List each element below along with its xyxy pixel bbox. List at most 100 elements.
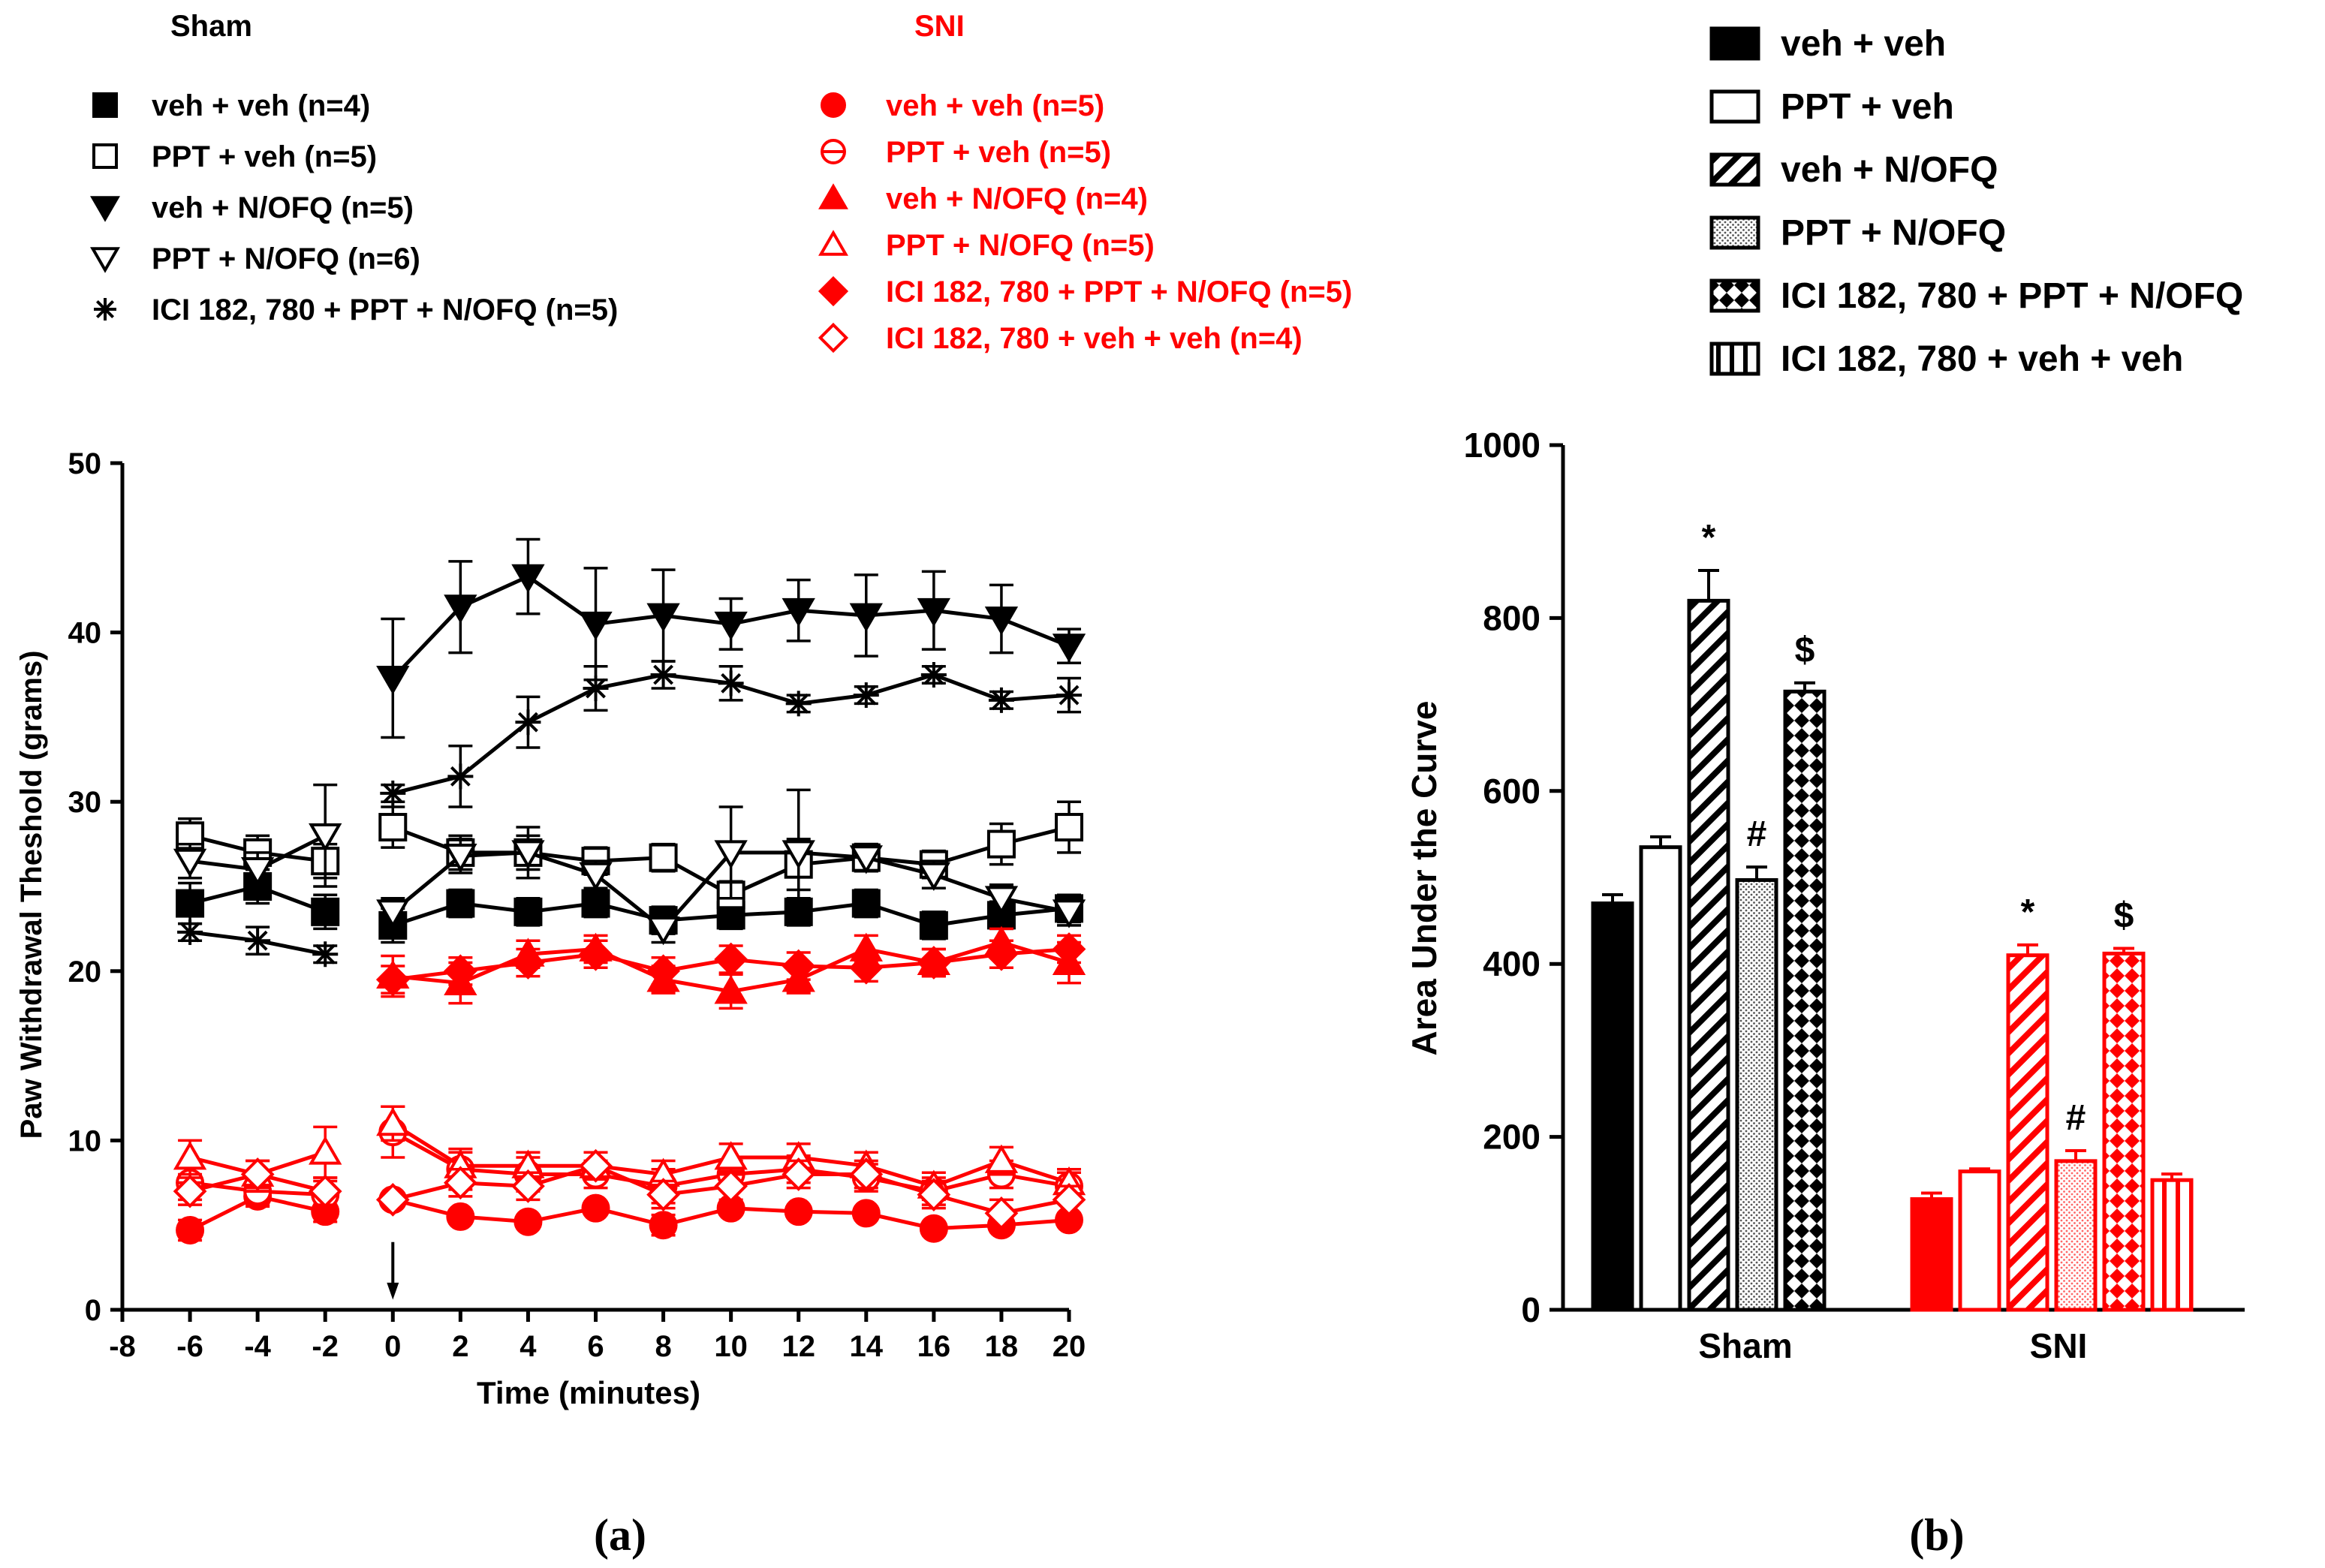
data-point (511, 1169, 545, 1203)
bar-legend-swatch (1709, 342, 1760, 376)
data-point (1052, 1182, 1086, 1217)
line-series (376, 537, 1086, 739)
data-point (173, 848, 207, 878)
data-point (849, 845, 883, 874)
data-point (851, 889, 881, 918)
bar-legend-label: veh + N/OFQ (1781, 150, 1998, 190)
line-series (173, 783, 1086, 946)
line-legend-title-sni: SNI (914, 10, 965, 43)
data-point (446, 889, 475, 918)
bar (2150, 1178, 2194, 1312)
data-point (917, 946, 951, 980)
data-point (515, 709, 541, 736)
data-point (378, 813, 408, 842)
significance-annotation: # (1747, 814, 1767, 854)
data-point (646, 954, 680, 989)
data-point (583, 676, 609, 702)
line-x-tick-label: 2 (452, 1330, 468, 1363)
data-point (312, 941, 339, 968)
data-point (782, 949, 816, 983)
data-point (984, 1196, 1019, 1230)
data-point (1052, 932, 1086, 966)
legend-marker (90, 247, 120, 273)
line-y-tick-label: 20 (68, 956, 102, 989)
legend-marker (818, 322, 849, 354)
significance-annotation: * (2021, 892, 2035, 932)
bar (2102, 951, 2146, 1312)
data-point (782, 840, 815, 869)
panel-label-a: (a) (594, 1510, 646, 1560)
data-point (309, 823, 342, 853)
data-point (375, 1182, 410, 1217)
data-point (1052, 899, 1086, 928)
bar (2006, 953, 2049, 1312)
legend-marker (92, 92, 118, 118)
bar-legend-swatch (1709, 215, 1760, 250)
bar-legend-label: ICI 182, 780 + PPT + N/OFQ (1781, 276, 2243, 316)
data-point (173, 1174, 207, 1208)
data-point (920, 662, 947, 688)
data-point (176, 1215, 205, 1244)
data-point (917, 597, 951, 628)
significance-annotation: # (2066, 1098, 2086, 1138)
legend-label: ICI 182, 780 + veh + veh (n=4) (886, 322, 1303, 355)
data-point (443, 954, 477, 989)
data-point (511, 840, 545, 869)
bar (1958, 1169, 2001, 1312)
legend-marker (821, 139, 846, 164)
data-point (581, 1193, 610, 1223)
data-point (511, 946, 545, 980)
legend-label: veh + veh (n=5) (886, 89, 1104, 122)
bar-y-tick-label: 800 (1483, 598, 1540, 637)
data-point (784, 1197, 813, 1226)
legend-label: PPT + N/OFQ (n=5) (886, 229, 1155, 262)
data-point (714, 840, 748, 869)
bar (1783, 689, 1827, 1312)
data-point (714, 942, 748, 977)
bar-y-tick-label: 400 (1483, 944, 1540, 983)
data-point (240, 1157, 275, 1191)
line-y-tick-label: 50 (68, 447, 102, 480)
data-point (714, 611, 748, 641)
data-point (714, 1141, 748, 1170)
data-point (444, 594, 477, 624)
data-point (984, 886, 1019, 915)
data-point (309, 1136, 342, 1165)
data-point (311, 897, 340, 926)
legend-marker (818, 230, 848, 256)
legend-label: PPT + veh (n=5) (886, 136, 1111, 169)
data-point (380, 780, 406, 806)
significance-annotation: $ (1795, 631, 1815, 670)
data-point (511, 564, 545, 593)
data-point (984, 606, 1019, 636)
line-series (173, 1148, 1086, 1230)
data-point (646, 1178, 680, 1211)
line-x-tick-label: -6 (176, 1330, 203, 1363)
legend-label: veh + N/OFQ (n=4) (886, 182, 1148, 215)
legend-marker (94, 298, 116, 321)
line-x-tick-label: 20 (1053, 1330, 1086, 1363)
bar (1591, 901, 1634, 1312)
bar-y-tick-label: 200 (1483, 1118, 1540, 1157)
bar-legend-swatch (1709, 26, 1760, 61)
injection-arrow-head (387, 1282, 399, 1300)
data-point (1056, 682, 1082, 709)
line-series (176, 800, 1083, 910)
bar-chart: 0 200 400 600 800 1000 Sham SNI * # $ * # $ veh + veh P… (1464, 24, 2245, 1365)
data-point (443, 1166, 477, 1200)
line-y-axis-label: Paw Withdrawal Theshold (grams) (15, 651, 48, 1139)
line-legend-title-sham: Sham (170, 10, 252, 43)
bar-y-tick-label: 1000 (1464, 426, 1540, 465)
data-point (782, 597, 815, 628)
data-point (579, 611, 613, 641)
data-point (853, 682, 879, 709)
bar (1910, 1197, 1953, 1312)
data-point (714, 1169, 748, 1203)
data-point (650, 662, 676, 688)
data-point (782, 1157, 816, 1191)
data-point (986, 829, 1016, 859)
data-point (245, 928, 271, 954)
legend-marker (818, 183, 848, 209)
